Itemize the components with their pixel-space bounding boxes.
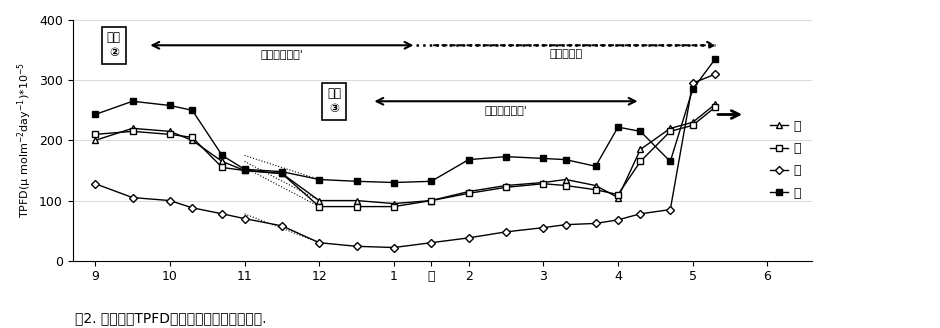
- 東: [426, 198, 437, 202]
- 南: [634, 212, 646, 216]
- 東: [590, 184, 602, 188]
- 北: [612, 125, 623, 129]
- 西: [351, 205, 362, 209]
- 東: [612, 195, 623, 199]
- 北: [687, 87, 698, 91]
- 東: [665, 126, 676, 130]
- 東: [239, 169, 250, 173]
- 東: [710, 102, 721, 106]
- Text: 図2. 光遮断がTPFDの季節変化に与える影響.: 図2. 光遮断がTPFDの季節変化に与える影響.: [75, 311, 267, 325]
- 北: [590, 164, 602, 168]
- 北: [164, 104, 176, 108]
- 北: [127, 99, 138, 103]
- 南: [538, 226, 549, 230]
- 北: [239, 167, 250, 171]
- 北: [388, 180, 400, 184]
- 南: [187, 206, 198, 210]
- 西: [560, 184, 572, 188]
- 西: [276, 172, 288, 175]
- 東: [463, 190, 475, 194]
- 東: [276, 172, 288, 175]
- 東: [314, 198, 325, 202]
- 東: [89, 138, 101, 142]
- 東: [187, 138, 198, 142]
- Text: メロウローズ': メロウローズ': [260, 49, 304, 59]
- 北: [276, 170, 288, 174]
- 南: [164, 198, 176, 202]
- 北: [89, 113, 101, 116]
- 東: [687, 120, 698, 124]
- 東: [500, 184, 511, 188]
- 北: [665, 159, 676, 163]
- 西: [590, 188, 602, 192]
- Line: 北: 北: [92, 56, 718, 186]
- 北: [634, 129, 646, 133]
- 北: [500, 155, 511, 159]
- 東: [127, 126, 138, 130]
- 南: [216, 212, 227, 216]
- 西: [388, 205, 400, 209]
- 東: [216, 159, 227, 163]
- 東: [164, 129, 176, 133]
- 南: [127, 195, 138, 199]
- 西: [164, 133, 176, 136]
- 西: [500, 185, 511, 189]
- 南: [687, 81, 698, 85]
- 北: [538, 156, 549, 160]
- Text: メロウローズ': メロウローズ': [484, 105, 527, 115]
- 南: [560, 223, 572, 227]
- 西: [687, 123, 698, 127]
- 西: [634, 159, 646, 163]
- 北: [463, 158, 475, 162]
- 西: [710, 105, 721, 109]
- 東: [634, 148, 646, 152]
- 北: [351, 179, 362, 183]
- 南: [612, 218, 623, 222]
- 東: [538, 180, 549, 184]
- 西: [187, 135, 198, 139]
- 西: [665, 129, 676, 133]
- 西: [89, 133, 101, 136]
- 西: [127, 129, 138, 133]
- 南: [239, 217, 250, 221]
- Line: 西: 西: [92, 104, 718, 210]
- 北: [187, 108, 198, 112]
- 西: [239, 169, 250, 173]
- 西: [612, 193, 623, 196]
- Line: 東: 東: [92, 101, 718, 207]
- 南: [314, 241, 325, 245]
- Text: 作型
②: 作型 ②: [107, 31, 121, 59]
- 南: [89, 182, 101, 186]
- 西: [538, 182, 549, 186]
- 南: [276, 224, 288, 228]
- 東: [351, 198, 362, 202]
- 西: [426, 198, 437, 202]
- 西: [216, 166, 227, 170]
- 南: [426, 241, 437, 245]
- Y-axis label: TPFD(μ molm$^{-2}$day$^{-1}$)*10$^{-5}$: TPFD(μ molm$^{-2}$day$^{-1}$)*10$^{-5}$: [15, 62, 34, 218]
- 南: [590, 221, 602, 225]
- 西: [314, 205, 325, 209]
- 南: [463, 236, 475, 240]
- Line: 南: 南: [92, 72, 718, 250]
- 東: [560, 177, 572, 181]
- 北: [314, 177, 325, 181]
- 東: [388, 202, 400, 206]
- Text: つくしの雪: つくしの雪: [549, 49, 582, 59]
- 南: [500, 230, 511, 234]
- Legend: 東, 西, 南, 北: 東, 西, 南, 北: [765, 114, 806, 205]
- 南: [351, 244, 362, 248]
- 西: [463, 191, 475, 195]
- 北: [426, 179, 437, 183]
- 南: [710, 72, 721, 76]
- 北: [216, 154, 227, 157]
- 北: [560, 158, 572, 162]
- 南: [665, 208, 676, 212]
- Text: 作型
③: 作型 ③: [327, 87, 341, 115]
- 南: [388, 246, 400, 250]
- 北: [710, 57, 721, 61]
